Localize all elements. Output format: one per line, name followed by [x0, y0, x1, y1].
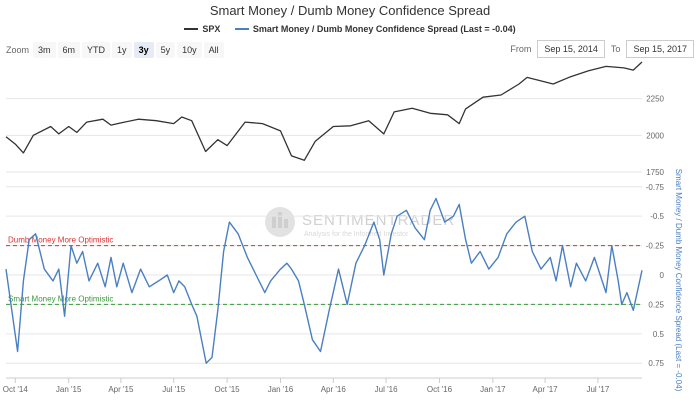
from-date-input[interactable]: Sep 15, 2014: [537, 40, 605, 58]
x-tick-label: Jan '17: [480, 385, 506, 394]
reference-line-label: Dumb Money More Optimistic: [8, 236, 113, 245]
zoom-3y-button[interactable]: 3y: [133, 42, 154, 58]
zoom-5y-button[interactable]: 5y: [155, 42, 176, 58]
x-tick-label: Jan '16: [268, 385, 294, 394]
to-date-input[interactable]: Sep 15, 2017: [626, 40, 694, 58]
spx-tick-label: 2000: [646, 131, 664, 140]
spread-tick-label: 0: [660, 271, 665, 280]
spread-tick-label: 0.5: [653, 330, 665, 339]
zoom-all-button[interactable]: All: [203, 42, 224, 58]
from-label: From: [510, 44, 532, 54]
spread-axis-title: Smart Money / Dumb Money Confidence Spre…: [674, 169, 683, 392]
chart-legend: SPX Smart Money / Dumb Money Confidence …: [0, 22, 700, 34]
zoom-3m-button[interactable]: 3m: [33, 42, 56, 58]
reference-line-label: Smart Money More Optimistic: [8, 294, 113, 303]
legend-label-spread: Smart Money / Dumb Money Confidence Spre…: [252, 24, 516, 34]
spread-tick-label: -0.75: [646, 183, 665, 192]
x-tick-label: Oct '16: [427, 385, 453, 394]
to-label: To: [610, 44, 621, 54]
axis-labels: 2250 2000 1750 -0.75 -0.5 -0.25 0 0.25 0.5 0.75 Oc…: [3, 95, 683, 394]
chart-title: Smart Money / Dumb Money Confidence Spre…: [209, 3, 491, 18]
spread-line: [5, 197, 643, 364]
legend-label-spx: SPX: [202, 24, 221, 34]
legend-swatch-spx: [184, 28, 199, 30]
watermark: SENTIMENTRADER Analysis for the Informed…: [265, 207, 455, 238]
x-tick-label: Apr '15: [108, 385, 134, 394]
x-tick-label: Oct '14: [3, 385, 29, 394]
spx-tick-label: 2250: [646, 95, 664, 104]
x-tick-label: Jul '17: [586, 385, 609, 394]
reference-lines: Dumb Money More Optimistic Smart Money Mo…: [6, 236, 642, 305]
legend-item-spread[interactable]: Smart Money / Dumb Money Confidence Spre…: [234, 24, 516, 34]
legend-item-spx[interactable]: SPX: [184, 24, 220, 34]
date-range: From Sep 15, 2014 To Sep 15, 2017: [510, 40, 694, 58]
zoom-10y-button[interactable]: 10y: [177, 42, 202, 58]
spx-line: [5, 61, 643, 161]
x-tick-label: Jul '16: [375, 385, 398, 394]
x-tick-label: Apr '16: [321, 385, 347, 394]
zoom-1y-button[interactable]: 1y: [112, 42, 132, 58]
zoom-6m-button[interactable]: 6m: [57, 42, 81, 58]
spread-tick-label: 0.25: [648, 300, 664, 309]
spread-tick-label: 0.75: [648, 359, 664, 368]
x-tick-label: Jan '15: [56, 385, 82, 394]
watermark-text: SENTIMENTRADER: [302, 212, 455, 229]
spread-tick-label: -0.25: [646, 242, 665, 251]
zoom-ytd-button[interactable]: YTD: [82, 42, 111, 58]
x-tick-label: Oct '15: [215, 385, 241, 394]
x-tick-label: Apr '17: [533, 385, 559, 394]
spx-tick-label: 1750: [646, 168, 664, 177]
x-tick-label: Jul '15: [162, 385, 185, 394]
spread-tick-label: -0.5: [650, 212, 664, 221]
series-lines: [5, 61, 643, 364]
watermark-logo-icon: [265, 207, 295, 237]
spx-gridlines: [6, 98, 642, 173]
zoom-bar: Zoom 3m 6m YTD 1y 3y 5y 10y All: [6, 42, 226, 58]
zoom-label: Zoom: [6, 45, 30, 55]
watermark-subtext: Analysis for the Informed Investor: [304, 231, 409, 238]
legend-swatch-spread: [234, 28, 249, 30]
